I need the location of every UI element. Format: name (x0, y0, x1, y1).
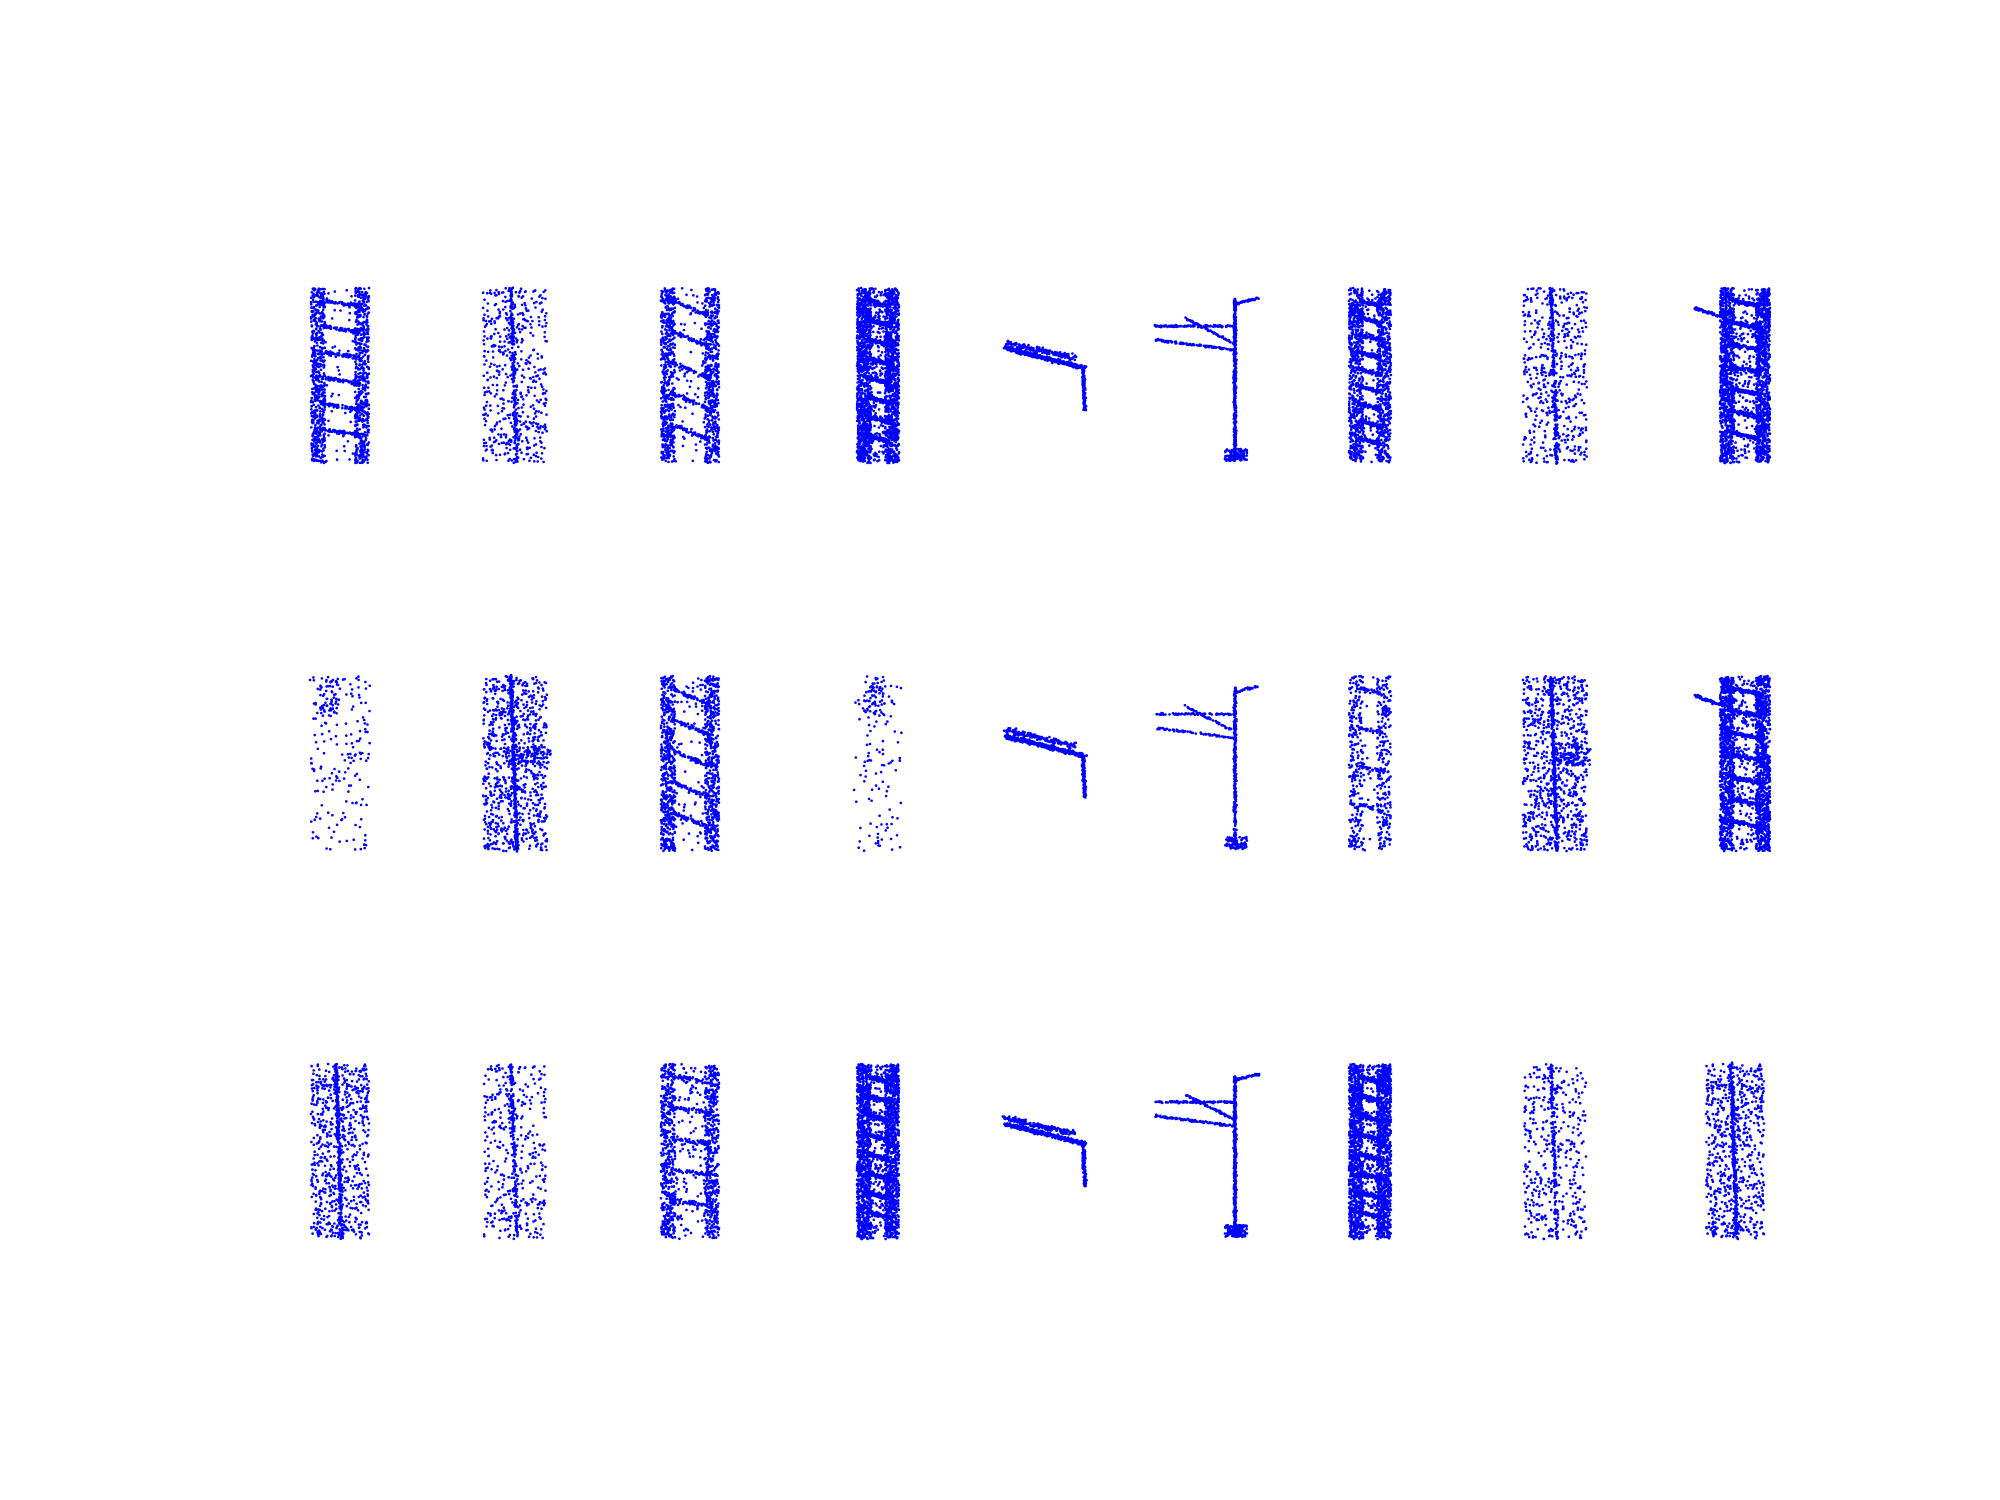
point-cloud-panel-r2-c5 (1002, 726, 1088, 799)
point-cloud-panel-r1-c4 (855, 286, 901, 465)
point-cloud-panel-r1-c9 (1693, 286, 1772, 465)
point-cloud-panel-r2-c8 (1521, 675, 1592, 853)
point-cloud-panel-r3-c4 (855, 1062, 901, 1241)
point-cloud-panel-r1-c5 (1002, 339, 1088, 412)
point-cloud-panel-r3-c5 (1001, 1115, 1088, 1188)
point-cloud-panel-r3-c6 (1154, 1072, 1261, 1239)
point-cloud-panel-r1-c2 (481, 286, 549, 465)
point-cloud-panel-r3-c3 (659, 1062, 721, 1241)
point-cloud-panel-r1-c1 (309, 286, 371, 465)
point-cloud-panel-r1-c6 (1153, 296, 1260, 463)
point-cloud-panel-r2-c6 (1155, 684, 1259, 851)
point-cloud-panel-r2-c9 (1693, 674, 1772, 853)
point-cloud-panel-r3-c2 (482, 1063, 548, 1241)
point-cloud-panel-r2-c7 (1347, 674, 1393, 852)
point-cloud-panel-r1-c3 (659, 287, 721, 465)
point-cloud-panel-r1-c8 (1521, 286, 1589, 465)
point-cloud-panel-r3-c1 (309, 1062, 371, 1240)
point-cloud-panel-r2-c2 (481, 673, 552, 853)
point-cloud-panel-r1-c7 (1347, 286, 1393, 464)
point-cloud-panel-r3-c7 (1347, 1062, 1393, 1241)
point-cloud-panel-r2-c3 (659, 674, 721, 853)
point-cloud-panel-r2-c1 (308, 675, 372, 851)
point-cloud-panel-r3-c8 (1522, 1063, 1588, 1241)
point-cloud-panel-r3-c9 (1704, 1061, 1766, 1241)
point-cloud-panel-r2-c4 (852, 675, 903, 852)
